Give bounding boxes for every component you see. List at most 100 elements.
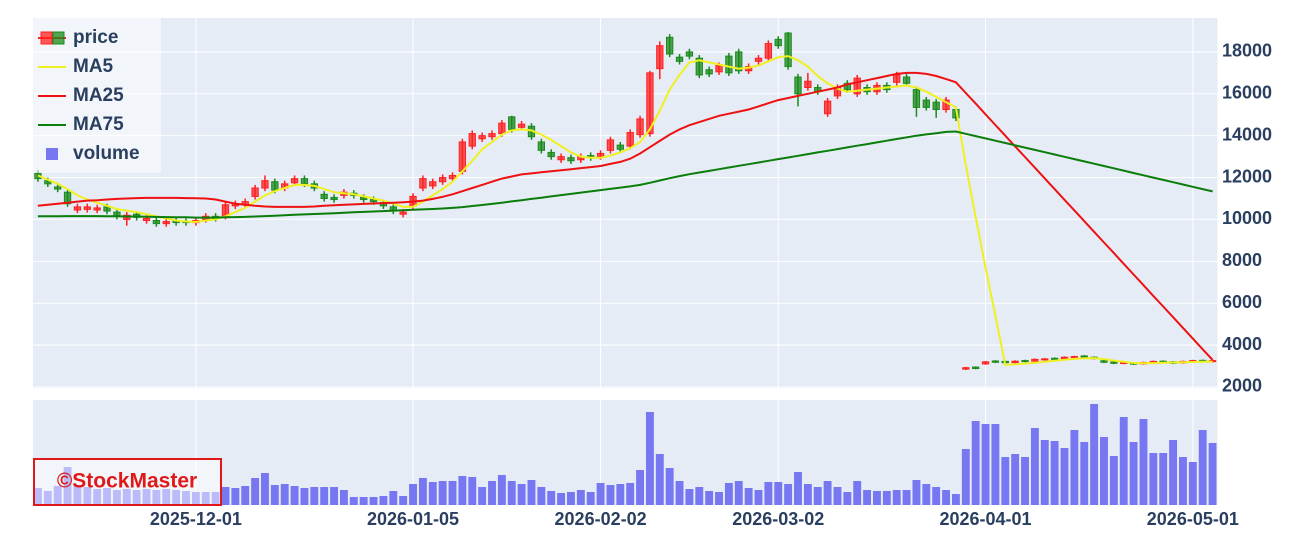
candle-body <box>646 72 654 135</box>
volume-bar <box>833 487 842 505</box>
ma-line <box>37 71 1214 361</box>
volume-bar <box>596 483 605 505</box>
legend-label: price <box>73 27 118 48</box>
price-panel <box>33 18 1218 388</box>
candle-body <box>794 76 802 95</box>
volume-bar <box>438 481 447 505</box>
volume-bar <box>794 472 802 505</box>
x-tick-label: 2026-05-01 <box>1147 509 1239 529</box>
volume-bar <box>744 488 753 505</box>
volume-bar <box>665 468 674 505</box>
legend-label: MA75 <box>73 114 124 135</box>
y-tick-label: 18000 <box>1222 41 1272 61</box>
y-tick-label: 4000 <box>1222 334 1262 354</box>
legend-label: MA5 <box>73 56 114 77</box>
volume-bar <box>971 421 980 505</box>
volume-bar <box>705 491 714 505</box>
volume-bar <box>1179 457 1187 505</box>
candle-body <box>656 45 664 70</box>
legend-icon <box>52 31 65 45</box>
volume-bar <box>922 484 931 505</box>
volume-bar <box>645 412 654 505</box>
volume-bar <box>507 481 516 505</box>
candle-body <box>685 51 694 57</box>
volume-bar <box>418 478 427 505</box>
candle-body <box>537 141 546 151</box>
candle-body <box>1011 360 1019 364</box>
volume-bar <box>231 488 240 505</box>
candle-body <box>251 187 259 197</box>
volume-bar <box>567 492 575 505</box>
candle-body <box>636 118 644 136</box>
candle-body <box>63 191 72 205</box>
y-tick-label: 10000 <box>1222 208 1272 228</box>
volume-bar <box>912 480 921 505</box>
volume-bar <box>1011 454 1020 505</box>
legend-label: MA25 <box>73 85 124 106</box>
y-tick-label: 14000 <box>1222 124 1272 144</box>
candle-body <box>419 178 427 189</box>
volume-bar <box>241 486 250 505</box>
volume-bar <box>1070 430 1079 505</box>
candle-body <box>458 141 467 172</box>
candle-body <box>162 221 170 225</box>
x-tick-label: 2025-12-01 <box>150 509 242 529</box>
volume-bar <box>734 481 743 505</box>
watermark: ©StockMaster <box>57 470 197 493</box>
volume-bar <box>1001 457 1010 505</box>
candle-body <box>557 156 565 161</box>
volume-bar <box>892 490 901 505</box>
x-tick-label: 2026-04-01 <box>939 509 1031 529</box>
legend-icon <box>40 31 53 45</box>
candle-body <box>478 135 486 140</box>
volume-bar <box>359 497 368 505</box>
volume-bar <box>537 487 546 505</box>
volume-bar <box>1080 442 1089 505</box>
candle-body <box>261 180 269 189</box>
volume-bar <box>517 484 526 505</box>
candle-body <box>972 366 980 370</box>
volume-bar <box>261 473 269 505</box>
candle-body <box>804 80 812 89</box>
volume-bar <box>951 494 960 505</box>
legend: price MA5 MA25 MA75 volume <box>33 18 161 173</box>
volume-bar <box>428 482 437 505</box>
candle-body <box>290 178 299 184</box>
volume-bar <box>1139 419 1148 505</box>
candle-body <box>666 36 674 55</box>
candle-body <box>1041 358 1049 361</box>
x-tick-label: 2026-01-05 <box>367 509 459 529</box>
volume-bar <box>1090 404 1099 505</box>
candle-body <box>1070 356 1079 359</box>
volume-bar <box>1188 462 1197 505</box>
volume-bar <box>961 449 970 505</box>
candle-body <box>626 132 634 147</box>
volume-bar <box>221 487 230 505</box>
y-tick-label: 8000 <box>1222 250 1262 270</box>
candle-body <box>1050 357 1059 360</box>
volume-bar <box>369 497 378 505</box>
candle-body <box>853 77 861 95</box>
candle-body <box>754 57 763 62</box>
volume-bar <box>636 470 645 505</box>
volume-bar <box>300 488 309 505</box>
volume-bar <box>1100 437 1108 505</box>
volume-bar <box>320 487 329 505</box>
volume-bar <box>339 490 348 505</box>
volume-bar <box>1129 442 1138 505</box>
candle-body <box>93 207 101 211</box>
candle-body <box>735 51 743 72</box>
volume-bar <box>399 496 408 505</box>
candle-body <box>73 206 82 211</box>
volume-bar <box>557 493 566 505</box>
candle-body <box>823 100 832 115</box>
volume-bar <box>1149 453 1158 505</box>
candle-body <box>360 196 368 201</box>
volume-bar <box>863 490 872 505</box>
ma-line <box>37 55 1213 367</box>
volume-bar <box>764 482 773 505</box>
volume-bar <box>389 491 398 505</box>
volume-bar <box>695 487 704 505</box>
candle-body <box>981 361 990 365</box>
